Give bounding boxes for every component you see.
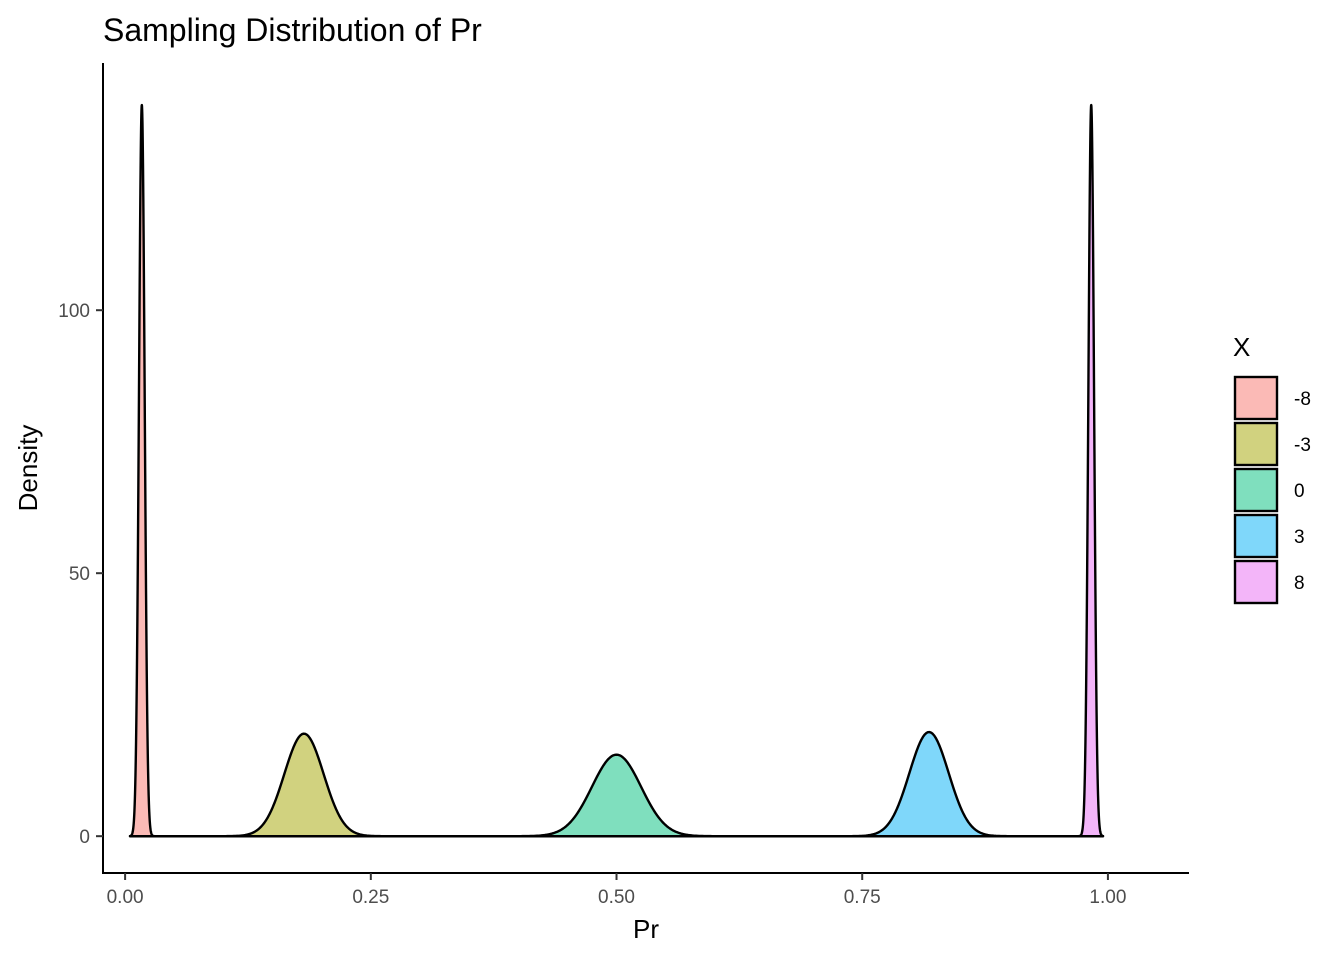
y-tick-label-1: 0 (79, 827, 90, 848)
chart-title: Sampling Distribution of Pr (103, 12, 482, 48)
legend-label-1: -8 (1294, 389, 1311, 410)
legend-label-4: 3 (1294, 527, 1305, 548)
legend-key-5 (1233, 559, 1279, 605)
density-areas (128, 103, 1105, 838)
x-axis-title: Pr (633, 914, 659, 944)
y-axis-title: Density (13, 425, 43, 512)
density-area-1 (128, 103, 171, 838)
axes (102, 63, 1189, 874)
y-tick-label-3: 100 (58, 301, 90, 322)
legend-label-3: 0 (1294, 481, 1305, 502)
y-tick-label-2: 50 (69, 564, 90, 585)
density-area-4 (128, 730, 1105, 838)
legend-label-5: 8 (1294, 573, 1305, 594)
ticks: 0.00 0.25 0.50 0.75 1.00 0 50 100 (58, 301, 1126, 908)
legend: X -8 -3 0 3 8 (1233, 332, 1311, 605)
legend-key-1 (1233, 375, 1279, 421)
legend-label-2: -3 (1294, 435, 1311, 456)
x-tick-label-4: 0.75 (844, 887, 881, 908)
x-tick-label-2: 0.25 (352, 887, 389, 908)
legend-key-4 (1233, 513, 1279, 559)
legend-key-3 (1233, 467, 1279, 513)
x-tick-label-1: 0.00 (107, 887, 144, 908)
legend-title: X (1233, 332, 1250, 362)
legend-key-2 (1233, 421, 1279, 467)
density-area-5 (1062, 103, 1105, 838)
x-tick-label-3: 0.50 (598, 887, 635, 908)
x-tick-label-5: 1.00 (1089, 887, 1126, 908)
